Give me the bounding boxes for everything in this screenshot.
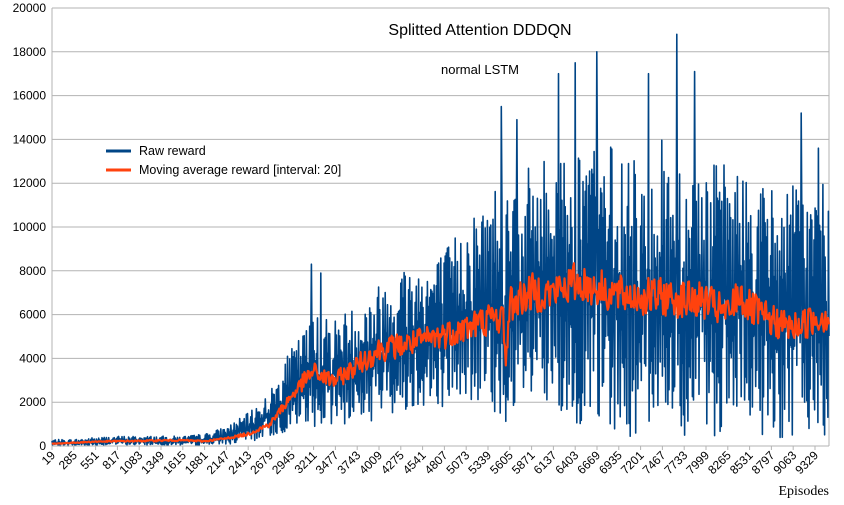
y-tick-label: 2000	[19, 395, 46, 409]
x-tick-label: 4275	[378, 448, 407, 477]
x-tick-label: 6669	[574, 448, 603, 477]
x-tick-label: 7201	[618, 448, 647, 477]
y-tick-label: 18000	[13, 45, 47, 59]
x-tick-label: 285	[56, 448, 80, 472]
x-tick-label: 8265	[705, 448, 734, 477]
x-tick-label: 2945	[269, 448, 298, 477]
legend-label-raw: Raw reward	[139, 144, 206, 158]
y-axis: 0 2000 4000 6000 8000 10000 12000 14000 16000 180…	[13, 1, 47, 453]
y-tick-label: 0	[39, 439, 46, 453]
x-tick-label: 6403	[553, 448, 582, 477]
x-tick-label: 7467	[640, 448, 669, 477]
legend: Raw reward Moving average reward [interv…	[106, 144, 341, 177]
x-tick-label: 4009	[356, 448, 385, 477]
series-raw-reward	[51, 33, 830, 447]
x-tick-label: 2679	[247, 448, 276, 477]
legend-label-moving-average: Moving average reward [interval: 20]	[139, 163, 341, 177]
raw-reward-line	[51, 33, 830, 447]
x-tick-label: 5339	[465, 448, 494, 477]
y-tick-label: 4000	[19, 351, 46, 365]
series-moving-average	[51, 262, 831, 445]
y-tick-label: 20000	[13, 1, 47, 15]
x-tick-label: 3477	[313, 448, 342, 477]
x-tick-label: 1083	[117, 448, 146, 477]
y-tick-label: 14000	[13, 132, 47, 146]
x-tick-label: 3211	[292, 448, 320, 476]
x-tick-label: 9329	[792, 448, 821, 477]
y-tick-label: 6000	[19, 308, 46, 322]
x-axis-title: Episodes	[778, 484, 829, 499]
x-tick-label: 6935	[596, 448, 625, 477]
chart-subtitle: normal LSTM	[441, 62, 519, 77]
x-axis: 1928555181710831349161518812147241326792…	[39, 445, 829, 477]
x-tick-label: 4807	[422, 448, 451, 477]
y-tick-label: 16000	[13, 89, 47, 103]
moving-average-line	[51, 262, 831, 445]
y-tick-label: 12000	[13, 176, 47, 190]
x-tick-label: 2413	[226, 448, 255, 477]
x-tick-label: 5871	[509, 448, 538, 477]
x-tick-label: 7999	[683, 448, 712, 477]
x-tick-label: 7733	[662, 448, 691, 477]
x-tick-label: 5605	[487, 448, 516, 477]
chart-title: Splitted Attention DDDQN	[388, 22, 571, 39]
y-tick-label: 10000	[13, 220, 47, 234]
x-tick-label: 8531	[727, 448, 756, 477]
x-tick-label: 8797	[749, 448, 778, 477]
x-tick-label: 1349	[138, 448, 167, 477]
y-tick-label: 8000	[19, 264, 46, 278]
x-tick-label: 1615	[160, 448, 189, 477]
x-tick-label: 551	[78, 448, 102, 472]
x-tick-label: 5073	[444, 448, 473, 477]
x-tick-label: 6137	[531, 448, 560, 477]
x-tick-label: 3743	[335, 448, 364, 477]
x-tick-label: 4541	[400, 448, 429, 477]
x-tick-label: 1881	[182, 448, 211, 477]
x-tick-label: 2147	[204, 448, 233, 477]
x-tick-label: 9063	[771, 448, 800, 477]
